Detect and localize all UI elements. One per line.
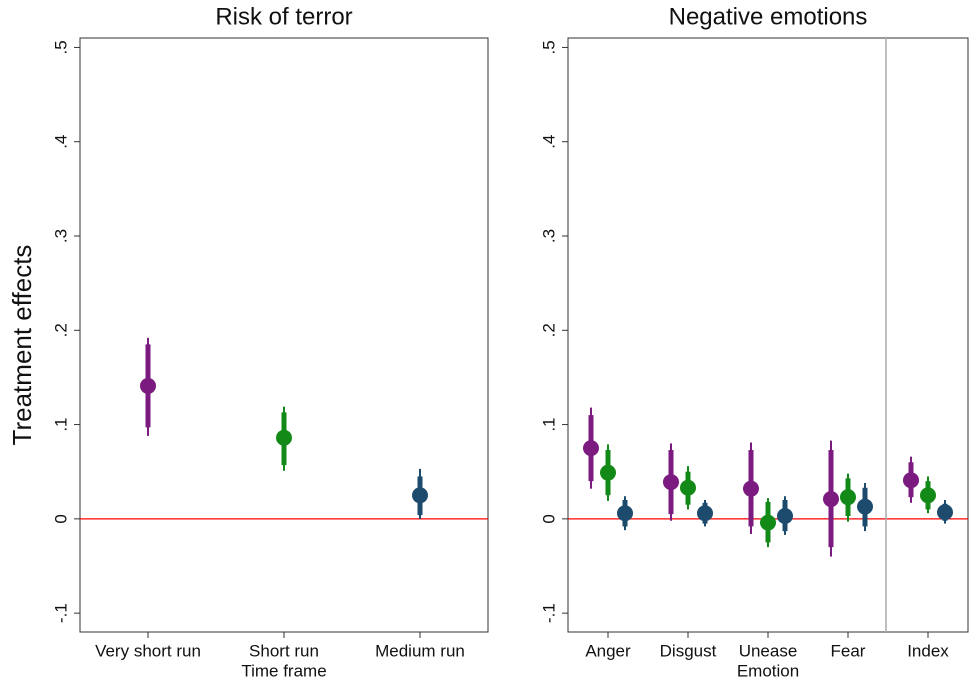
x-tick-label: Short run xyxy=(249,641,319,660)
point-estimate xyxy=(840,489,856,506)
chart-title: Risk of terror xyxy=(215,3,352,30)
x-tick-label: Medium run xyxy=(375,641,465,660)
y-tick-label: .2 xyxy=(51,323,70,337)
chart-title: Negative emotions xyxy=(669,3,868,30)
point-estimate xyxy=(600,464,616,481)
x-tick-label: Very short run xyxy=(95,641,201,660)
x-tick-label: Unease xyxy=(739,641,798,660)
x-axis-label: Time frame xyxy=(241,661,326,680)
y-tick-label: 0 xyxy=(539,514,558,523)
plot-frame xyxy=(79,37,489,633)
x-tick-label: Disgust xyxy=(660,641,717,660)
y-tick-label: 0 xyxy=(51,514,70,523)
point-estimate xyxy=(140,377,156,394)
point-estimate xyxy=(743,480,759,497)
y-axis-label: Treatment effects xyxy=(7,245,37,446)
y-tick-label: .5 xyxy=(51,40,70,54)
y-tick-label: .3 xyxy=(539,229,558,243)
point-estimate xyxy=(823,491,839,508)
point-estimate xyxy=(903,472,919,489)
y-tick-label: .4 xyxy=(51,135,70,149)
y-tick-label: -.1 xyxy=(539,603,558,623)
point-estimate xyxy=(937,504,953,521)
x-axis-label: Emotion xyxy=(737,661,799,680)
y-tick-label: -.1 xyxy=(51,603,70,623)
point-estimate xyxy=(760,514,776,531)
point-estimate xyxy=(857,498,873,515)
y-tick-label: .5 xyxy=(539,40,558,54)
y-tick-label: .1 xyxy=(51,417,70,431)
point-estimate xyxy=(663,474,679,491)
x-tick-label: Index xyxy=(907,641,949,660)
point-estimate xyxy=(920,487,936,504)
point-estimate xyxy=(697,505,713,522)
y-tick-label: .4 xyxy=(539,135,558,149)
point-estimate xyxy=(583,440,599,457)
point-estimate xyxy=(680,479,696,496)
y-tick-label: .2 xyxy=(539,323,558,337)
point-estimate xyxy=(412,487,428,504)
x-tick-label: Fear xyxy=(831,641,866,660)
y-tick-label: .1 xyxy=(539,417,558,431)
point-estimate xyxy=(276,429,292,446)
x-tick-label: Anger xyxy=(585,641,631,660)
point-estimate xyxy=(617,505,633,522)
y-tick-label: .3 xyxy=(51,229,70,243)
point-estimate xyxy=(777,508,793,525)
